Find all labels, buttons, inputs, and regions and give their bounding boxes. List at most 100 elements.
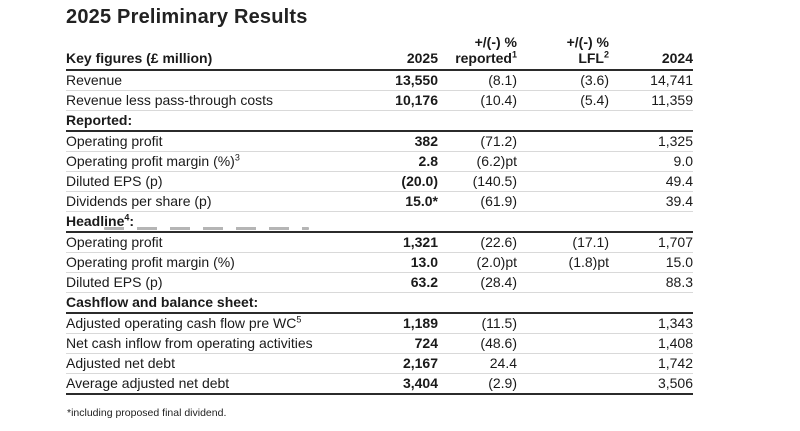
scan-artifact xyxy=(104,227,309,230)
table-row: Revenue less pass-through costs 10,176 (10… xyxy=(66,90,693,111)
cell-lfl: (5.4) xyxy=(517,90,609,111)
footnote-marker-1: 1 xyxy=(511,49,517,60)
cell-2025: 13.0 xyxy=(372,252,438,273)
cell-lfl: (1.8)pt xyxy=(517,252,609,273)
cell-reported: (48.6) xyxy=(438,333,517,354)
table-row: Revenue 13,550 (8.1) (3.6) 14,741 xyxy=(66,70,693,91)
table-row: Operating profit 1,321 (22.6) (17.1) 1,707 xyxy=(66,232,693,253)
cell-2025: 1,189 xyxy=(372,313,438,334)
table-row: Adjusted operating cash flow pre WC5 1,18… xyxy=(66,313,693,334)
key-figures-table: Key figures (£ million) 2025 +/(-) % rep… xyxy=(66,34,693,395)
table-row: Diluted EPS (p) 63.2 (28.4) 88.3 xyxy=(66,272,693,293)
table-header: Key figures (£ million) 2025 +/(-) % rep… xyxy=(66,34,693,71)
table-row: Average adjusted net debt 3,404 (2.9) 3,506 xyxy=(66,373,693,395)
column-header-reported-text: reported xyxy=(455,50,512,66)
row-label: Operating profit margin (%)3 xyxy=(66,151,372,172)
column-header-2025-label: 2025 xyxy=(406,50,438,66)
cell-2024: 1,707 xyxy=(609,232,693,253)
column-header-2024-label: 2024 xyxy=(661,50,693,66)
cell-reported: (8.1) xyxy=(438,70,517,91)
cell-2025: (20.0) xyxy=(372,171,438,192)
row-label: Average adjusted net debt xyxy=(66,373,372,395)
cell-lfl xyxy=(517,171,609,192)
column-header-2025: 2025 xyxy=(372,34,438,71)
table-row: Operating profit margin (%)3 2.8 (6.2)pt 9.… xyxy=(66,151,693,172)
cell-lfl xyxy=(517,191,609,212)
header-row: Key figures (£ million) 2025 +/(-) % rep… xyxy=(66,34,693,71)
cell-lfl xyxy=(517,333,609,354)
row-label: Revenue xyxy=(66,70,372,91)
section-label: Reported: xyxy=(66,110,693,132)
cell-lfl xyxy=(517,131,609,152)
row-label: Adjusted operating cash flow pre WC5 xyxy=(66,313,372,334)
cell-2024: 1,343 xyxy=(609,313,693,334)
column-header-key-figures-label: Key figures (£ million) xyxy=(66,50,213,66)
section-label: Headline4: xyxy=(66,211,693,233)
cell-2024: 9.0 xyxy=(609,151,693,172)
row-label: Dividends per share (p) xyxy=(66,191,372,212)
cell-lfl: (3.6) xyxy=(517,70,609,91)
row-label: Operating profit margin (%) xyxy=(66,252,372,273)
row-label: Revenue less pass-through costs xyxy=(66,90,372,111)
cell-lfl: (17.1) xyxy=(517,232,609,253)
cell-2024: 1,408 xyxy=(609,333,693,354)
cell-lfl xyxy=(517,151,609,172)
row-label: Operating profit xyxy=(66,232,372,253)
column-header-lfl: +/(-) % LFL2 xyxy=(517,34,609,71)
table-row: Operating profit 382 (71.2) 1,325 xyxy=(66,131,693,152)
cell-lfl xyxy=(517,373,609,395)
section-row: Headline4: xyxy=(66,211,693,233)
table-row: Diluted EPS (p) (20.0) (140.5) 49.4 xyxy=(66,171,693,192)
cell-2025: 3,404 xyxy=(372,373,438,395)
row-label: Net cash inflow from operating activitie… xyxy=(66,333,372,354)
column-header-reported-line2: reported1 xyxy=(438,50,517,66)
cell-reported: (22.6) xyxy=(438,232,517,253)
cell-reported: (28.4) xyxy=(438,272,517,293)
page-title: 2025 Preliminary Results xyxy=(66,6,308,28)
cell-2024: 3,506 xyxy=(609,373,693,395)
cell-reported: (71.2) xyxy=(438,131,517,152)
cell-reported: (11.5) xyxy=(438,313,517,334)
cell-2025: 15.0* xyxy=(372,191,438,212)
cell-2025: 382 xyxy=(372,131,438,152)
table-row: Dividends per share (p) 15.0* (61.9) 39.4 xyxy=(66,191,693,212)
cell-2024: 49.4 xyxy=(609,171,693,192)
cell-2025: 2,167 xyxy=(372,353,438,374)
cell-2025: 63.2 xyxy=(372,272,438,293)
column-header-reported: +/(-) % reported1 xyxy=(438,34,517,71)
column-header-reported-line1: +/(-) % xyxy=(474,34,517,50)
cell-2024: 1,325 xyxy=(609,131,693,152)
table-row: Operating profit margin (%) 13.0 (2.0)pt (1… xyxy=(66,252,693,273)
section-label: Cashflow and balance sheet: xyxy=(66,292,693,314)
cell-2025: 724 xyxy=(372,333,438,354)
row-label: Operating profit xyxy=(66,131,372,152)
column-header-lfl-text: LFL xyxy=(578,50,604,66)
cell-2024: 11,359 xyxy=(609,90,693,111)
section-row: Reported: xyxy=(66,110,693,132)
cell-reported: (6.2)pt xyxy=(438,151,517,172)
cell-reported: (2.9) xyxy=(438,373,517,395)
table-row: Adjusted net debt 2,167 24.4 1,742 xyxy=(66,353,693,374)
footnote-marker-3: 3 xyxy=(234,152,240,163)
cell-2025: 10,176 xyxy=(372,90,438,111)
cell-2024: 1,742 xyxy=(609,353,693,374)
column-header-2024: 2024 xyxy=(609,34,693,71)
cell-2025: 2.8 xyxy=(372,151,438,172)
footnote-marker-4: 4 xyxy=(124,212,130,223)
column-header-lfl-line2: LFL2 xyxy=(517,50,609,66)
cell-2024: 15.0 xyxy=(609,252,693,273)
cell-lfl xyxy=(517,272,609,293)
column-header-lfl-line1: +/(-) % xyxy=(566,34,609,50)
row-label: Diluted EPS (p) xyxy=(66,272,372,293)
row-label: Diluted EPS (p) xyxy=(66,171,372,192)
cell-2024: 88.3 xyxy=(609,272,693,293)
table-row: Net cash inflow from operating activitie… xyxy=(66,333,693,354)
cell-reported: (140.5) xyxy=(438,171,517,192)
cell-2024: 39.4 xyxy=(609,191,693,212)
table-body: Revenue 13,550 (8.1) (3.6) 14,741 Revenue les… xyxy=(66,70,693,395)
cell-reported: (2.0)pt xyxy=(438,252,517,273)
cell-reported: (10.4) xyxy=(438,90,517,111)
section-row: Cashflow and balance sheet: xyxy=(66,292,693,314)
row-label: Adjusted net debt xyxy=(66,353,372,374)
